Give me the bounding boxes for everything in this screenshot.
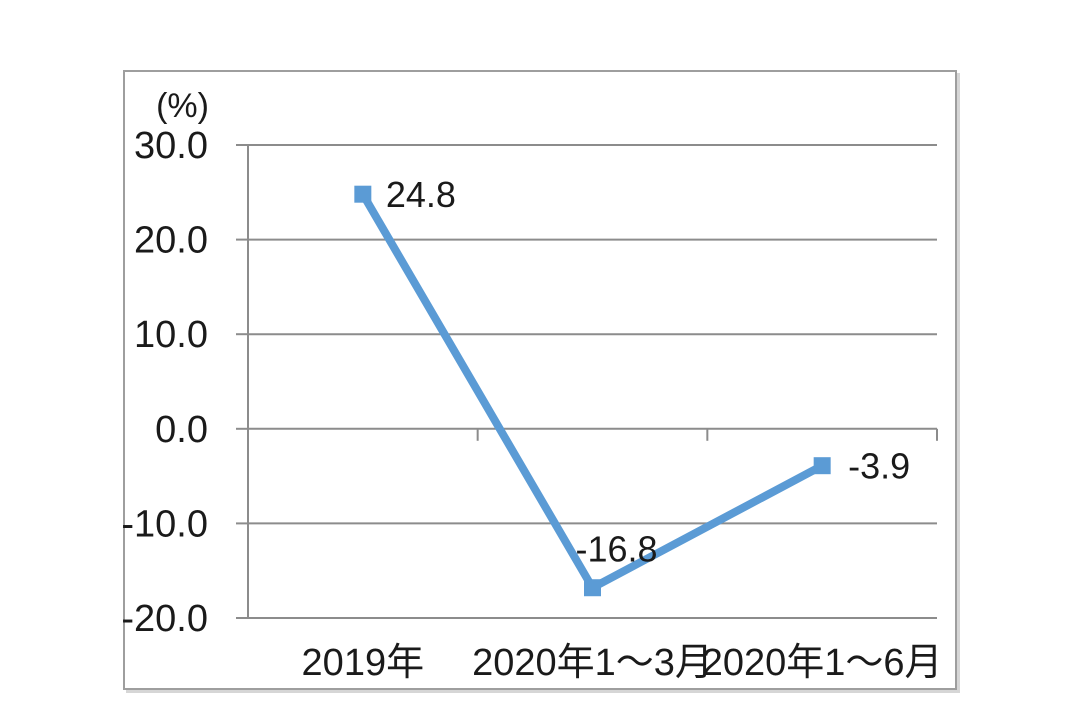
data-label: 24.8 <box>386 174 456 215</box>
y-tick-label: 0.0 <box>155 409 208 451</box>
y-tick-label: -20.0 <box>121 598 208 640</box>
x-tick-label: 2020年1～6月 <box>702 642 943 684</box>
x-tick-label: 2019年 <box>302 642 425 684</box>
x-tick-label: 2020年1～3月 <box>472 642 713 684</box>
y-tick-label: 30.0 <box>134 125 208 167</box>
y-tick-label: -10.0 <box>121 503 208 545</box>
y-tick-label: 20.0 <box>134 220 208 262</box>
data-point-marker <box>354 185 372 203</box>
unit-label: (%) <box>156 87 209 125</box>
data-point-marker <box>813 457 831 475</box>
chart-frame <box>123 70 957 690</box>
y-tick-label: 10.0 <box>134 314 208 356</box>
data-label: -3.9 <box>848 446 910 487</box>
data-label: -16.8 <box>576 529 658 570</box>
data-point-marker <box>584 579 601 597</box>
